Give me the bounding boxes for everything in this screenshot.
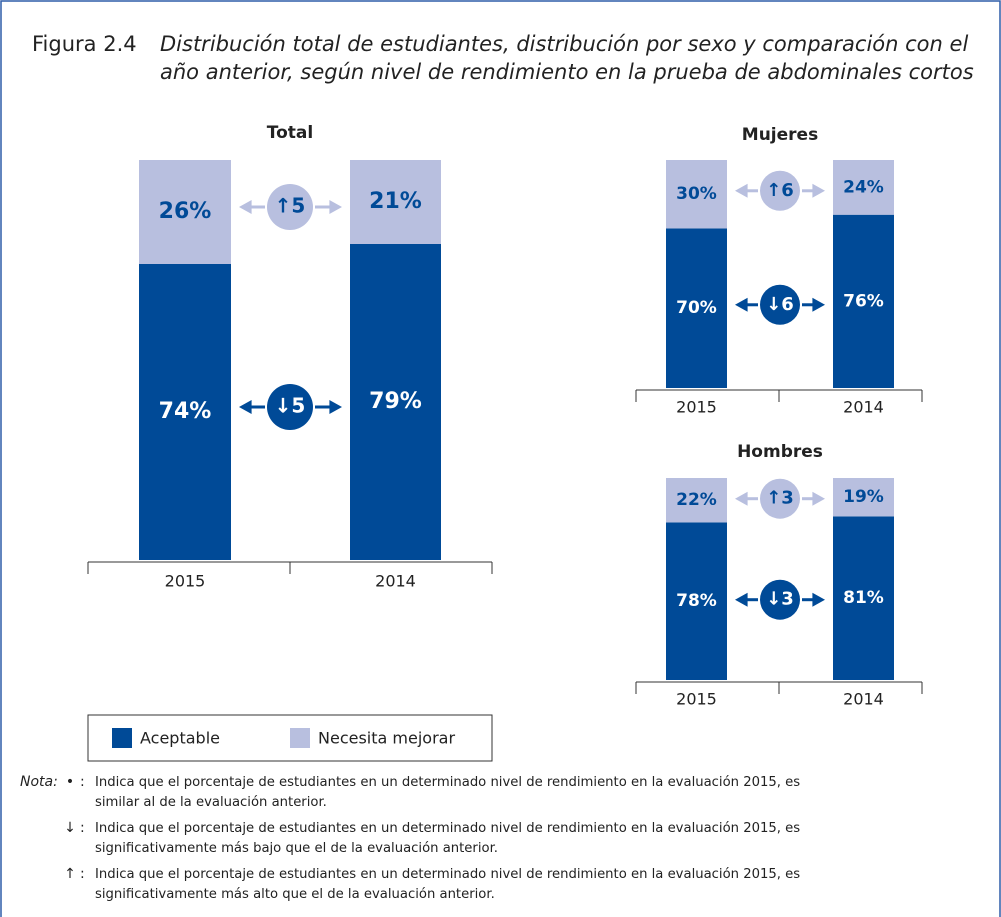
arrow-head	[329, 400, 342, 414]
difference-label: ↑3	[766, 488, 794, 509]
note-symbol: •	[66, 774, 74, 790]
value-label: 78%	[676, 591, 717, 611]
arrow-head	[239, 400, 252, 414]
arrow-head	[735, 183, 748, 198]
note-colon: :	[80, 866, 85, 882]
bar-segment	[833, 478, 894, 517]
figure-title: Distribución total de estudiantes, distr…	[160, 32, 968, 56]
value-label: 30%	[676, 184, 717, 204]
legend-label: Necesita mejorar	[318, 729, 455, 748]
x-tick-label: 2014	[375, 572, 416, 591]
x-tick-label: 2015	[676, 398, 717, 417]
bar-segment	[666, 160, 727, 229]
note-symbol: ↓	[64, 820, 76, 836]
arrow-head	[812, 592, 825, 607]
arrow-head	[329, 200, 342, 214]
arrow-head	[735, 592, 748, 607]
arrow-head	[812, 297, 825, 312]
value-label: 26%	[159, 199, 212, 224]
value-label: 22%	[676, 490, 717, 510]
difference-label: ↑6	[766, 180, 794, 201]
difference-bubble	[267, 184, 313, 230]
chart-title: Total	[267, 123, 313, 143]
difference-label: ↓5	[275, 394, 306, 418]
figure-title: año anterior, según nivel de rendimiento…	[160, 60, 974, 84]
arrow-head	[812, 183, 825, 198]
bar-segment	[666, 228, 727, 388]
note-colon: :	[80, 820, 85, 836]
bar-segment	[666, 478, 727, 523]
figure-number: Figura 2.4	[32, 32, 137, 56]
difference-bubble	[760, 579, 800, 620]
value-label: 19%	[843, 487, 884, 507]
note-text: Indica que el porcentaje de estudiantes …	[95, 866, 800, 882]
value-label: 76%	[843, 291, 884, 311]
arrow-head	[239, 200, 252, 214]
x-tick-label: 2014	[843, 690, 884, 709]
difference-bubble	[760, 170, 800, 211]
note-colon: :	[80, 774, 85, 790]
x-tick-label: 2014	[843, 398, 884, 417]
arrow-head	[735, 297, 748, 312]
bar-segment	[833, 160, 894, 215]
value-label: 70%	[676, 298, 717, 318]
note-text: similar al de la evaluación anterior.	[95, 794, 327, 810]
arrow-head	[735, 491, 748, 506]
difference-label: ↓3	[766, 589, 794, 610]
note-text: Indica que el porcentaje de estudiantes …	[95, 774, 800, 790]
difference-label: ↑5	[275, 194, 306, 218]
legend-swatch	[112, 728, 132, 748]
chart-title: Mujeres	[742, 125, 818, 145]
arrow-head	[812, 491, 825, 506]
note-text: significativamente más bajo que el de la…	[95, 840, 498, 856]
notes-label: Nota:	[20, 774, 58, 790]
bar-segment	[833, 516, 894, 680]
note-text: significativamente más alto que el de la…	[95, 886, 495, 902]
value-label: 21%	[369, 189, 422, 214]
bar-segment	[350, 244, 441, 560]
bar-segment	[139, 264, 231, 560]
value-label: 79%	[369, 389, 422, 414]
difference-bubble	[760, 284, 800, 325]
value-label: 81%	[843, 588, 884, 608]
bar-segment	[833, 214, 894, 388]
legend-label: Aceptable	[140, 729, 220, 748]
value-label: 24%	[843, 177, 884, 197]
difference-bubble	[267, 384, 313, 430]
bar-segment	[350, 160, 441, 244]
x-tick-label: 2015	[165, 572, 206, 591]
bar-segment	[139, 160, 231, 264]
note-symbol: ↑	[64, 866, 76, 882]
legend-swatch	[290, 728, 310, 748]
bar-segment	[666, 522, 727, 680]
difference-bubble	[760, 478, 800, 519]
difference-label: ↓6	[766, 294, 794, 315]
chart-title: Hombres	[737, 442, 823, 462]
note-text: Indica que el porcentaje de estudiantes …	[95, 820, 800, 836]
x-tick-label: 2015	[676, 690, 717, 709]
value-label: 74%	[159, 399, 212, 424]
